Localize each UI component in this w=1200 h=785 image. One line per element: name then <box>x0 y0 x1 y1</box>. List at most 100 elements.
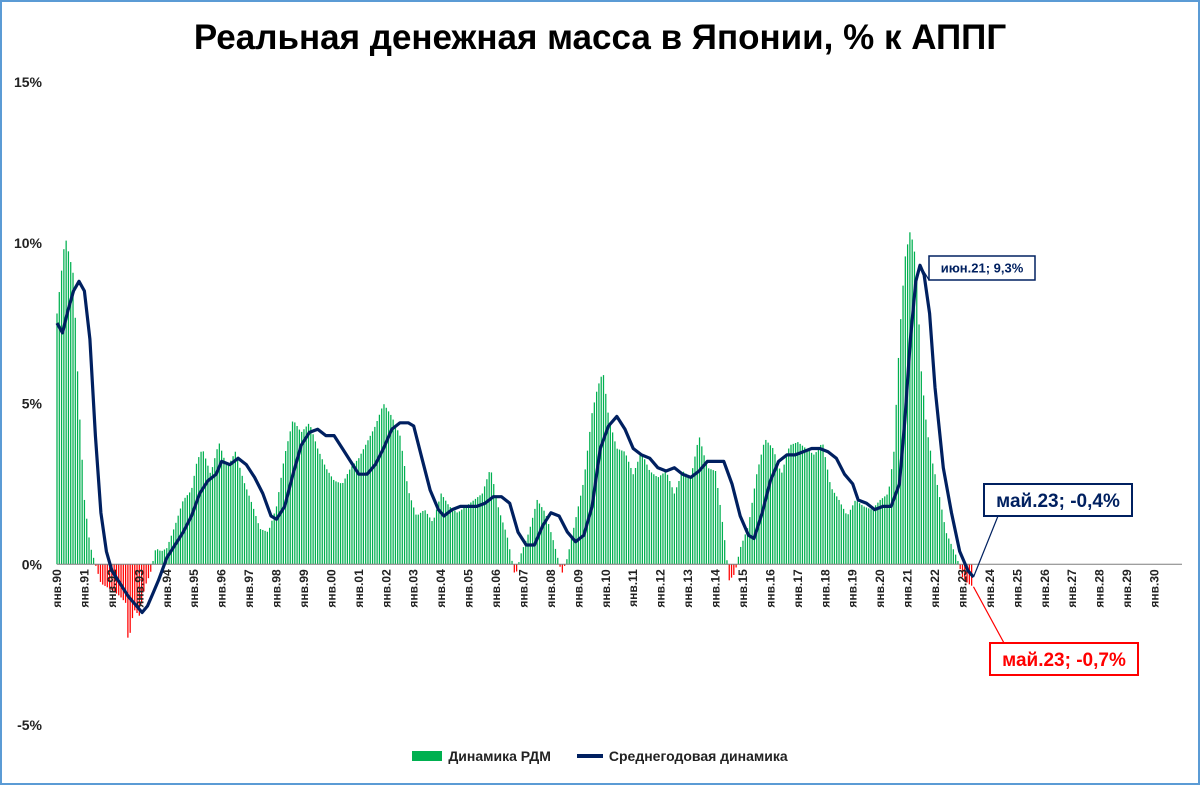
bar <box>547 524 550 565</box>
bar <box>397 430 399 565</box>
bar <box>200 451 202 565</box>
x-tick-label: янв.10 <box>599 569 613 608</box>
bar <box>932 463 934 565</box>
bar <box>307 423 310 565</box>
bar <box>424 510 426 565</box>
bar <box>381 408 383 565</box>
x-tick-label: янв.04 <box>434 569 448 608</box>
bar <box>682 471 685 565</box>
bar <box>273 513 275 565</box>
bar <box>205 458 207 565</box>
bar <box>497 507 499 565</box>
bar <box>799 443 801 565</box>
x-tick-label: янв.27 <box>1065 569 1079 608</box>
x-tick-label: янв.30 <box>1148 569 1162 608</box>
y-tick-label: 10% <box>14 235 43 251</box>
bar <box>792 443 794 565</box>
bar <box>726 560 728 565</box>
bar <box>326 469 328 565</box>
bar <box>948 538 950 565</box>
bar <box>163 549 166 565</box>
annotation-label: май.23; -0,4% <box>996 491 1120 512</box>
bar <box>417 514 419 565</box>
bar <box>566 559 568 565</box>
bar <box>447 504 449 565</box>
legend-label-bars: Динамика РДМ <box>448 748 551 764</box>
bar <box>122 564 124 601</box>
bar <box>671 487 673 565</box>
bar <box>559 564 561 567</box>
bar <box>371 431 374 565</box>
x-tick-label: янв.22 <box>928 569 942 608</box>
bar <box>392 419 394 565</box>
bar <box>509 549 511 565</box>
bar <box>840 504 842 565</box>
bar <box>275 506 278 565</box>
bar <box>193 475 195 565</box>
x-axis-ticks: янв.90 янв.91 янв.92 янв.93 янв.94 янв.95 янв.… <box>50 569 1162 608</box>
bar <box>257 523 259 565</box>
bar <box>806 449 808 565</box>
bar <box>209 472 211 565</box>
bar <box>294 422 296 565</box>
x-tick-label: янв.26 <box>1038 569 1052 608</box>
bar <box>72 272 74 565</box>
bar <box>705 464 708 565</box>
bar <box>785 456 788 565</box>
bar <box>900 319 902 565</box>
bar <box>104 564 106 586</box>
bar <box>916 277 918 565</box>
bar <box>957 561 959 565</box>
legend: Динамика РДМ Среднегодовая динамика <box>0 748 1200 764</box>
legend-item-line: Среднегодовая динамика <box>576 748 788 764</box>
bar <box>808 451 810 565</box>
bar <box>374 426 376 565</box>
bar <box>383 404 385 565</box>
bar <box>922 395 925 565</box>
bar <box>650 472 653 565</box>
bar <box>76 371 79 565</box>
bar <box>694 456 696 565</box>
bar <box>842 508 845 565</box>
bar <box>134 564 136 611</box>
bar <box>698 437 701 565</box>
bar <box>312 434 314 565</box>
x-tick-label: янв.96 <box>215 569 229 608</box>
bar <box>605 393 607 565</box>
bar <box>868 508 870 565</box>
bar <box>147 564 150 579</box>
bar <box>152 561 154 565</box>
bar <box>641 453 643 565</box>
bar <box>580 495 582 565</box>
bar <box>410 500 413 565</box>
bar <box>753 488 756 565</box>
bar <box>202 451 204 565</box>
bar <box>333 479 335 565</box>
bar <box>934 474 936 565</box>
x-tick-label: янв.28 <box>1093 569 1107 608</box>
bar <box>474 498 477 565</box>
bar <box>794 442 797 565</box>
bar <box>70 262 72 565</box>
bar <box>879 499 881 565</box>
bar <box>413 507 415 565</box>
bar <box>259 529 262 565</box>
bar <box>513 564 515 573</box>
bar <box>708 468 710 565</box>
bar <box>666 474 669 565</box>
bar <box>632 474 634 565</box>
bar <box>772 447 774 565</box>
bar <box>685 473 687 565</box>
bar <box>618 449 621 565</box>
bar <box>776 461 778 565</box>
x-tick-label: янв.16 <box>763 569 777 608</box>
bar <box>744 534 746 565</box>
bar <box>355 460 358 565</box>
bar <box>810 452 813 565</box>
x-tick-label: янв.23 <box>955 569 969 608</box>
bar <box>621 450 623 565</box>
x-tick-label: янв.17 <box>791 569 805 608</box>
x-tick-label: янв.91 <box>77 569 91 608</box>
bar <box>92 557 95 565</box>
bar <box>854 500 856 565</box>
